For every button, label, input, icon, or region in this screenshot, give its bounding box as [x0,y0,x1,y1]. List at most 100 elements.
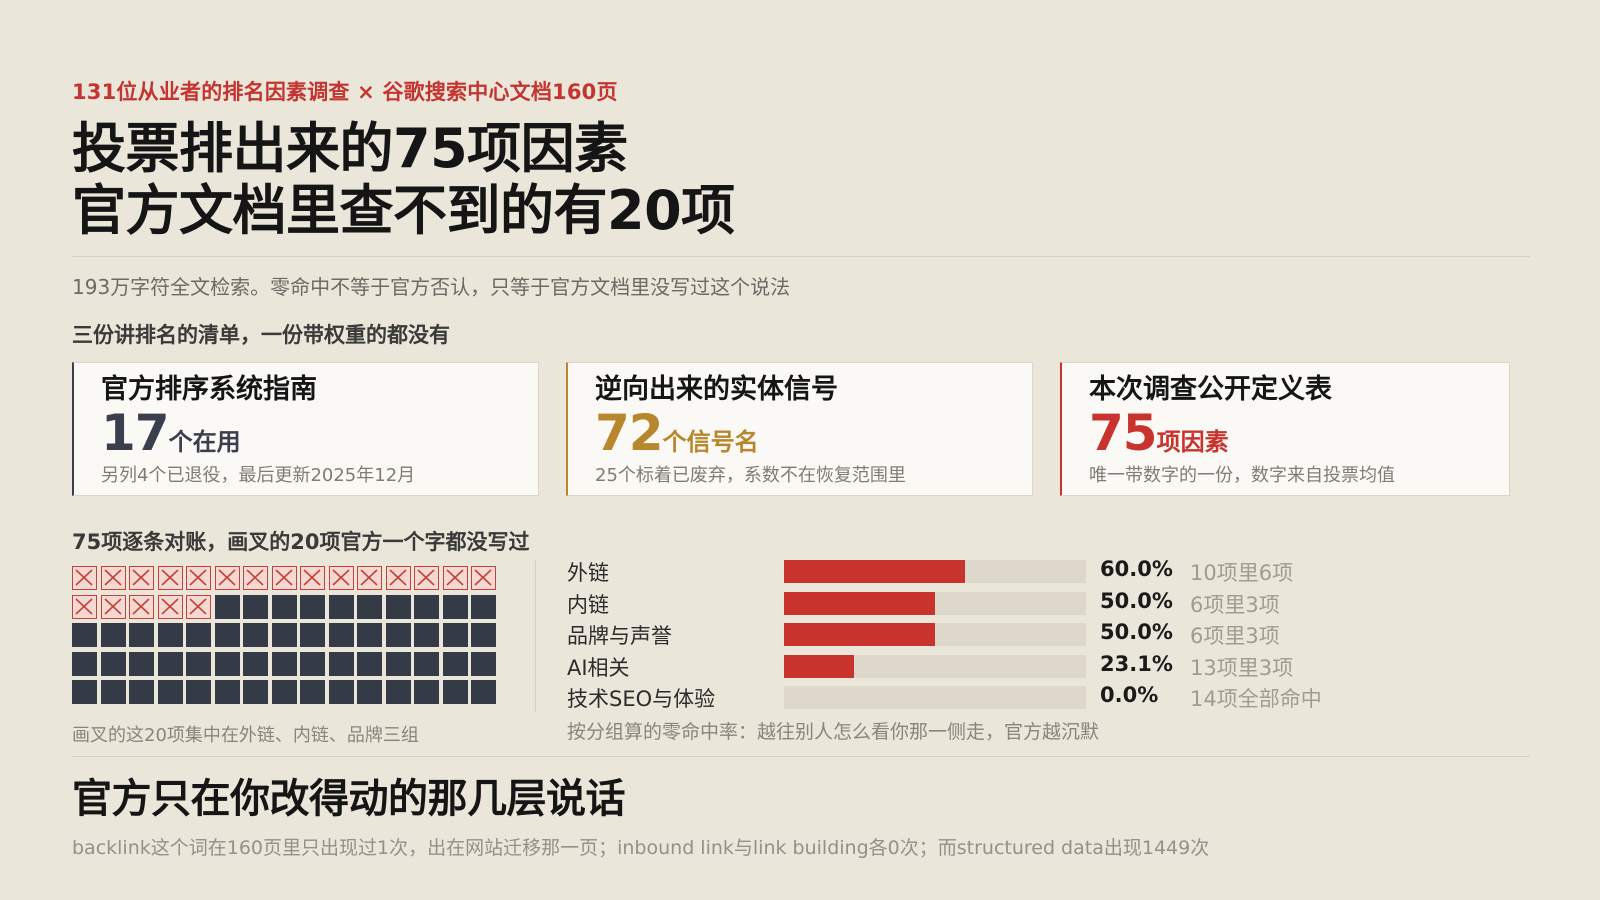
waffle-cell-crossed [129,566,154,590]
waffle-cell-filled [385,651,411,676]
waffle-cell-filled [442,623,468,647]
waffle-cell-filled [300,651,325,676]
cross-icon [132,597,150,615]
divider-bottom [72,756,1530,757]
card-number-row: 75项因素 [1089,407,1509,459]
bar-track [784,654,1086,678]
waffle-cell-filled [214,594,240,619]
bar-value-label: 50.0% [1100,620,1173,644]
title-line-1: 投票排出来的75项因素 [72,117,628,180]
waffle-cell-crossed [129,594,154,619]
cross-icon [246,569,264,586]
waffle-cell-filled [385,680,411,704]
waffle-cell-crossed [214,566,240,590]
waffle-cell-filled [328,680,354,704]
bar-chart-note: 按分组算的零命中率：越往别人怎么看你那一侧走，官方越沉默 [567,721,1100,743]
waffle-cell-filled [72,651,97,676]
waffle-cell-filled [157,651,183,676]
bar-value-label: 0.0% [1100,683,1159,707]
bar [784,654,854,678]
card-title: 逆向出来的实体信号 [595,374,838,405]
kicker: 131位从业者的排名因素调查 × 谷歌搜索中心文档160页 [72,80,618,104]
card-number: 75 [1089,404,1158,462]
chart-divider [535,560,536,712]
bar [784,623,935,646]
card-number-row: 72个信号名 [595,407,1032,459]
waffle-cell-filled [271,651,297,676]
waffle-cell-filled [357,680,382,704]
waffle-cell-crossed [471,566,496,590]
bar-fraction-label: 13项里3项 [1190,655,1294,680]
waffle-cell-filled [328,651,354,676]
waffle-cell-filled [214,680,240,704]
bar-track [784,623,1086,646]
waffle-cell-filled [186,680,211,704]
waffle-cell-crossed [328,566,354,590]
waffle-cell-filled [271,680,297,704]
card-number: 72 [595,404,664,462]
waffle-cell-filled [243,651,268,676]
card-note: 另列4个已退役，最后更新2025年12月 [101,465,416,486]
waffle-cell-filled [328,623,354,647]
bar-value-label: 23.1% [1100,651,1173,676]
waffle-cell-filled [186,623,211,647]
waffle-cell-filled [414,680,439,704]
cross-icon [303,569,321,586]
cross-icon [274,569,293,586]
waffle-cell-filled [72,680,97,704]
cross-icon [360,569,378,586]
cross-icon [103,569,122,586]
waffle-cell-filled [300,623,325,647]
cross-icon [103,597,122,615]
bar-track [784,591,1086,615]
waffle-cell-filled [300,680,325,704]
waffle-cell-filled [414,594,439,619]
bar-category-label: 技术SEO与体验 [567,687,716,711]
stat-card-entity-signals: 逆向出来的实体信号 72个信号名 25个标着已废弃，系数不在恢复范围里 [566,362,1033,496]
cross-icon [75,597,93,615]
waffle-cell-filled [243,594,268,619]
section-heading-audit: 75项逐条对账，画叉的20项官方一个字都没写过 [72,530,530,554]
waffle-cell-filled [300,594,325,619]
waffle-cell-filled [471,680,496,704]
stat-cards: 官方排序系统指南 17个在用 另列4个已退役，最后更新2025年12月 逆向出来… [72,362,1530,498]
waffle-cell-crossed [186,566,211,590]
waffle-cell-crossed [72,566,97,590]
waffle-cell-crossed [385,566,411,590]
waffle-cell-crossed [357,566,382,590]
card-number: 17 [101,404,170,462]
bar-track [784,560,1086,583]
bar-fraction-label: 6项里3项 [1190,624,1280,648]
waffle-cell-filled [414,623,439,647]
bar-category-label: 外链 [567,561,609,585]
waffle-cell-filled [442,680,468,704]
waffle-cell-filled [471,651,496,676]
waffle-cell-filled [471,623,496,647]
cross-icon [189,569,207,586]
waffle-cell-filled [357,623,382,647]
waffle-cell-filled [129,623,154,647]
waffle-cell-filled [129,680,154,704]
waffle-cell-crossed [100,594,126,619]
bar-category-label: AI相关 [567,655,630,680]
stat-card-ranking-systems: 官方排序系统指南 17个在用 另列4个已退役，最后更新2025年12月 [72,362,539,496]
cross-icon [160,569,179,586]
waffle-cell-filled [186,651,211,676]
card-unit: 个信号名 [662,428,759,456]
bar-row: 外链 60.0% 10项里6项 [567,556,1467,588]
waffle-cell-filled [157,680,183,704]
waffle-cell-crossed [271,566,297,590]
cross-icon [189,597,207,615]
card-title: 官方排序系统指南 [101,374,317,405]
waffle-cell-filled [385,623,411,647]
bar-row: 技术SEO与体验 0.0% 14项全部命中 [567,682,1467,714]
cross-icon [160,597,179,615]
waffle-cell-filled [72,623,97,647]
waffle-cell-filled [385,594,411,619]
title-line-2: 官方文档里查不到的有20项 [72,179,735,242]
bar-fraction-label: 10项里6项 [1190,561,1294,585]
cross-icon [75,569,93,586]
bar-row: AI相关 23.1% 13项里3项 [567,651,1467,683]
waffle-cell-filled [271,594,297,619]
waffle-cell-filled [214,651,240,676]
